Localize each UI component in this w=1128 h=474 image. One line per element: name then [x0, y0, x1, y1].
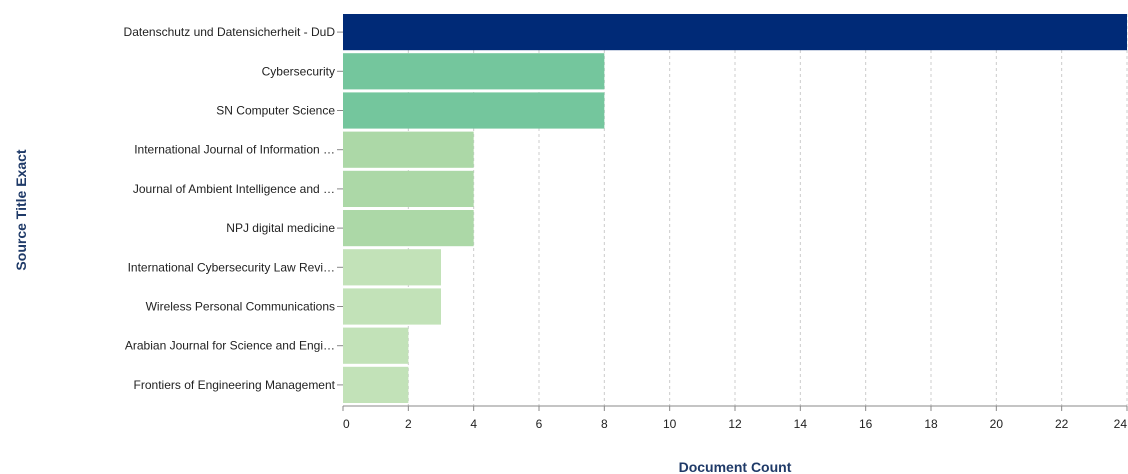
- x-tick-label: 16: [859, 417, 873, 431]
- x-tick-label: 10: [663, 417, 677, 431]
- bar[interactable]: [343, 14, 1127, 51]
- x-tick-label: 18: [924, 417, 938, 431]
- category-label: Cybersecurity: [262, 64, 335, 78]
- category-label: Frontiers of Engineering Management: [134, 378, 336, 392]
- bar[interactable]: [343, 53, 605, 90]
- category-label: NPJ digital medicine: [226, 221, 335, 235]
- x-tick-label: 14: [794, 417, 808, 431]
- x-tick-label: 20: [990, 417, 1004, 431]
- bar[interactable]: [343, 210, 474, 247]
- bar-layer: [343, 14, 1127, 403]
- x-tick-label: 4: [470, 417, 477, 431]
- x-tick-label: 0: [343, 417, 350, 431]
- bar[interactable]: [343, 366, 409, 403]
- category-label: Datenschutz und Datensicherheit - DuD: [124, 25, 336, 39]
- bar[interactable]: [343, 249, 441, 286]
- category-label: International Journal of Information …: [134, 143, 335, 157]
- bar[interactable]: [343, 170, 474, 207]
- x-axis-title: Document Count: [679, 459, 792, 474]
- category-label: International Cybersecurity Law Revi…: [128, 260, 335, 274]
- x-tick-label: 24: [1114, 417, 1128, 431]
- x-axis: 0 2 4 6 8 10 12 14 16 18 20 22 24: [342, 405, 1128, 431]
- category-label: Wireless Personal Communications: [146, 300, 335, 314]
- grid-layer: [407, 14, 1128, 406]
- category-label: Arabian Journal for Science and Engi…: [125, 339, 335, 353]
- category-label: Journal of Ambient Intelligence and …: [133, 182, 335, 196]
- x-tick-label: 22: [1055, 417, 1069, 431]
- category-label: SN Computer Science: [216, 104, 335, 118]
- category-label-layer: Datenschutz und Datensicherheit - DuD Cyb…: [124, 25, 343, 392]
- bar[interactable]: [343, 131, 474, 168]
- x-tick-label: 2: [405, 417, 412, 431]
- bar[interactable]: [343, 92, 605, 129]
- y-axis-title: Source Title Exact: [13, 149, 29, 270]
- x-tick-label: 12: [728, 417, 742, 431]
- bar[interactable]: [343, 327, 409, 364]
- x-tick-label: 6: [536, 417, 543, 431]
- x-tick-label: 8: [601, 417, 608, 431]
- bar[interactable]: [343, 288, 441, 325]
